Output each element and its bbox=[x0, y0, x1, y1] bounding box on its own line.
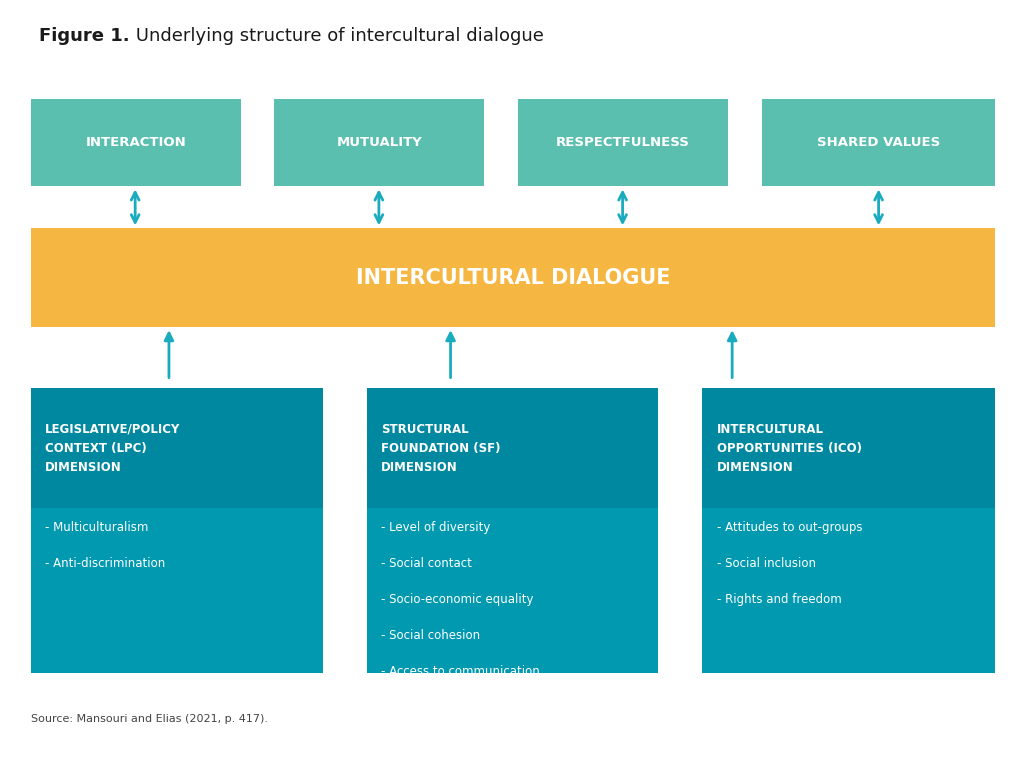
Text: STRUCTURAL
FOUNDATION (SF)
DIMENSION: STRUCTURAL FOUNDATION (SF) DIMENSION bbox=[381, 422, 501, 473]
Bar bbox=[367, 388, 658, 508]
Text: - Level of diversity

- Social contact

- Socio-economic equality

- Social cohe: - Level of diversity - Social contact - … bbox=[381, 521, 540, 678]
Bar bbox=[702, 508, 995, 673]
Bar bbox=[274, 99, 484, 186]
Text: - Multiculturalism

- Anti-discrimination: - Multiculturalism - Anti-discrimination bbox=[45, 521, 165, 570]
Text: Figure 1.: Figure 1. bbox=[39, 27, 130, 45]
Text: MUTUALITY: MUTUALITY bbox=[337, 136, 422, 149]
Bar bbox=[762, 99, 995, 186]
Bar bbox=[702, 388, 995, 508]
Text: - Attitudes to out-groups

- Social inclusion

- Rights and freedom: - Attitudes to out-groups - Social inclu… bbox=[717, 521, 862, 607]
Bar bbox=[31, 99, 241, 186]
Text: LEGISLATIVE/POLICY
CONTEXT (LPC)
DIMENSION: LEGISLATIVE/POLICY CONTEXT (LPC) DIMENSI… bbox=[45, 422, 180, 473]
Text: INTERCULTURAL DIALOGUE: INTERCULTURAL DIALOGUE bbox=[355, 268, 671, 288]
Text: INTERCULTURAL
OPPORTUNITIES (ICO)
DIMENSION: INTERCULTURAL OPPORTUNITIES (ICO) DIMENS… bbox=[717, 422, 862, 473]
Text: SHARED VALUES: SHARED VALUES bbox=[817, 136, 940, 149]
Text: INTERACTION: INTERACTION bbox=[85, 136, 186, 149]
Bar bbox=[31, 508, 323, 673]
Text: Source: Mansouri and Elias (2021, p. 417).: Source: Mansouri and Elias (2021, p. 417… bbox=[31, 715, 267, 724]
Bar bbox=[367, 508, 658, 673]
Text: RESPECTFULNESS: RESPECTFULNESS bbox=[556, 136, 690, 149]
Bar bbox=[31, 228, 995, 327]
Bar bbox=[31, 388, 323, 508]
Text: Underlying structure of intercultural dialogue: Underlying structure of intercultural di… bbox=[130, 27, 544, 45]
Bar bbox=[518, 99, 728, 186]
